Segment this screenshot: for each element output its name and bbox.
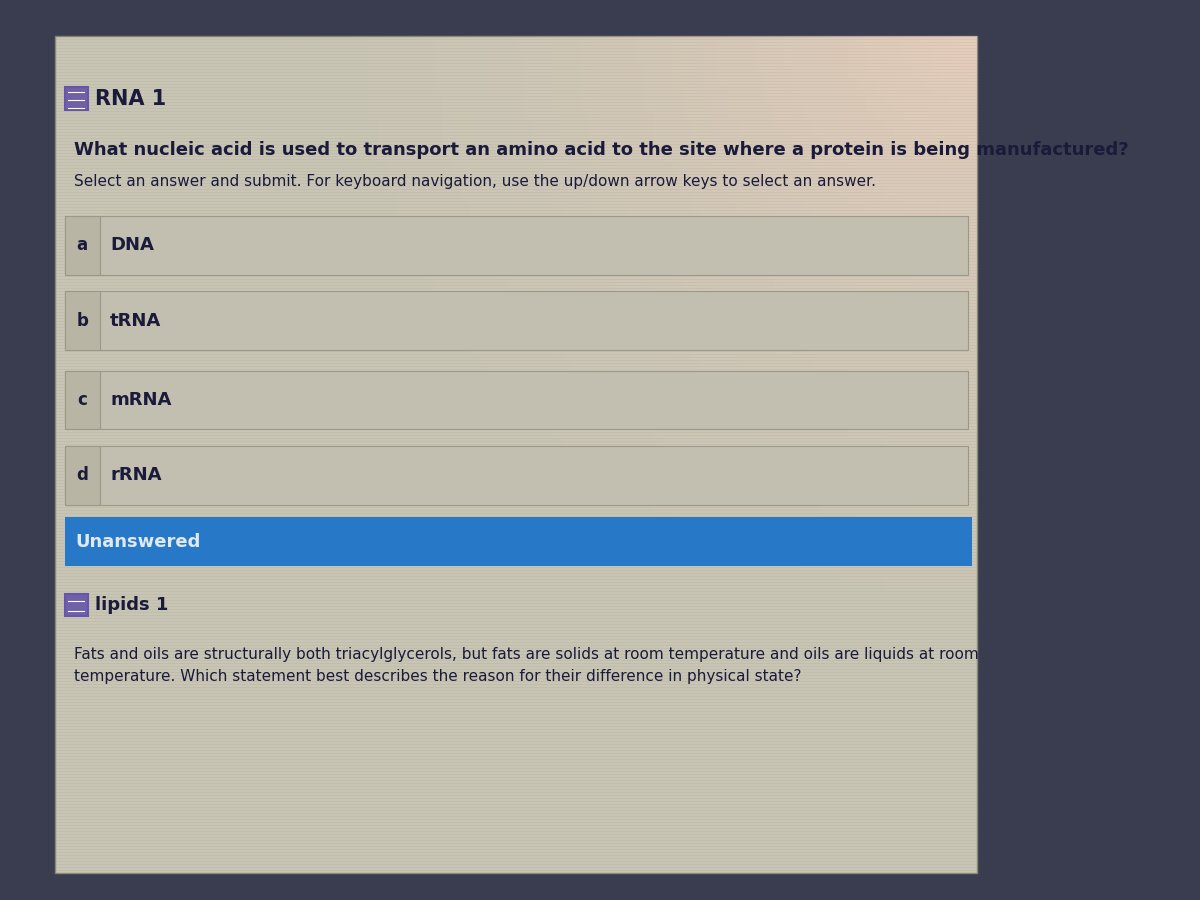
Bar (65, 292, 100, 350)
Text: What nucleic acid is used to transport an amino acid to the site where a protein: What nucleic acid is used to transport a… (74, 140, 1128, 158)
Bar (65, 292, 967, 350)
Bar (65, 371, 967, 429)
Text: b: b (76, 311, 88, 329)
Text: rRNA: rRNA (110, 466, 162, 484)
Text: mRNA: mRNA (110, 392, 172, 410)
Bar (65, 87, 88, 111)
Bar (65, 216, 967, 274)
Text: Select an answer and submit. For keyboard navigation, use the up/down arrow keys: Select an answer and submit. For keyboar… (74, 174, 876, 189)
Bar (65, 216, 100, 274)
Bar (65, 446, 100, 505)
Text: lipids 1: lipids 1 (95, 596, 168, 614)
Bar (65, 594, 88, 616)
Bar (65, 446, 967, 505)
Bar (65, 518, 972, 566)
Text: a: a (77, 236, 88, 254)
Text: Unanswered: Unanswered (76, 533, 202, 551)
Bar (65, 371, 100, 429)
Text: tRNA: tRNA (110, 311, 161, 329)
Text: DNA: DNA (110, 236, 154, 254)
Text: c: c (77, 392, 88, 410)
Text: d: d (76, 466, 88, 484)
Text: RNA 1: RNA 1 (95, 89, 166, 109)
Text: Fats and oils are structurally both triacylglycerols, but fats are solids at roo: Fats and oils are structurally both tria… (74, 647, 978, 684)
